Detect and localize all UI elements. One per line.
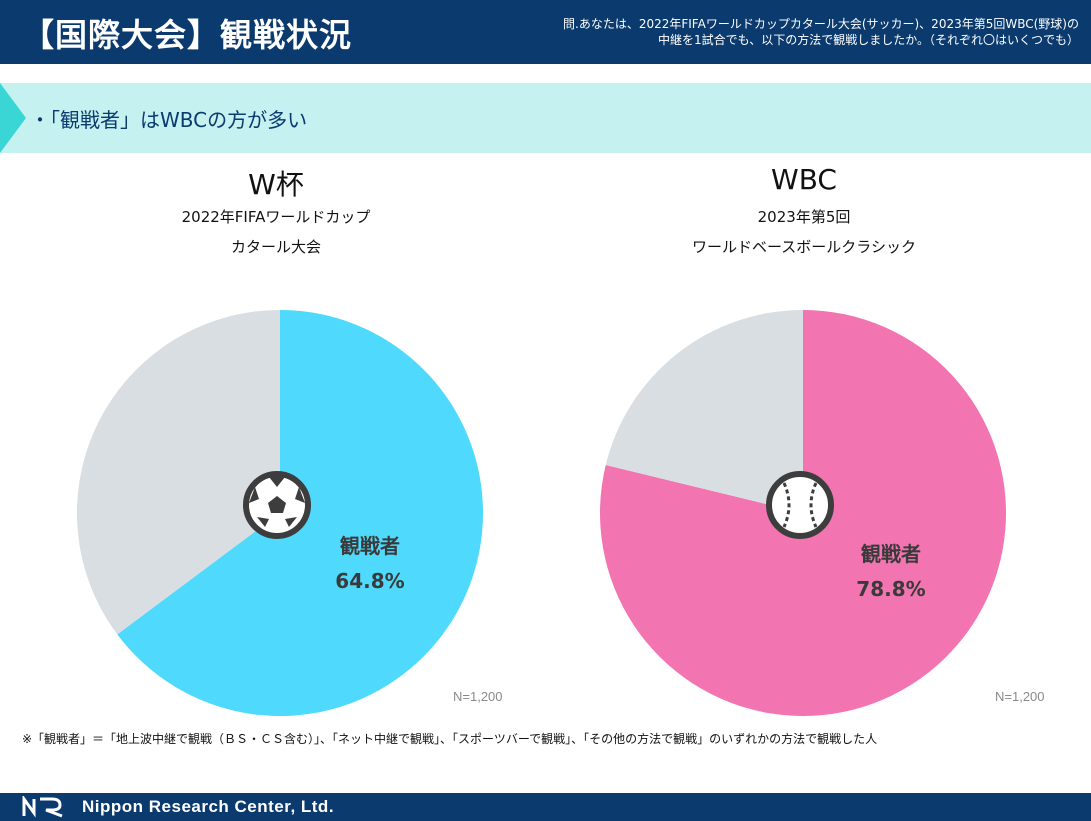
chart-subtitle-wbc-line2: ワールドベースボールクラシック — [692, 238, 916, 256]
chart-title-worldcup: W杯 — [248, 168, 304, 201]
header-bar — [0, 0, 1091, 64]
summary-text: ・「観戦者」はWBCの方が多い — [30, 108, 308, 132]
chart-subtitle-wbc-line1: 2023年第5回 — [757, 208, 851, 226]
summary-band — [0, 83, 1091, 153]
n-label-wbc: N=1,200 — [995, 689, 1045, 704]
survey-question: 問.あなたは、2022年FIFAワールドカップカタール大会(サッカー)、2023… — [563, 17, 1079, 47]
n-label-worldcup: N=1,200 — [453, 689, 503, 704]
data-label-worldcup-value: 64.8% — [335, 569, 405, 593]
data-label-wbc: 観戦者 78.8% — [821, 538, 961, 601]
company-name: Nippon Research Center, Ltd. — [82, 797, 335, 816]
baseball-icon — [766, 471, 834, 539]
pie-chart-wbc — [600, 310, 1006, 716]
chart-subtitle-worldcup-line1: 2022年FIFAワールドカップ — [181, 208, 371, 226]
pie-slice-1-1 — [605, 310, 803, 513]
soccer-ball-icon — [243, 471, 311, 539]
footer-bar — [0, 793, 1091, 821]
chart-title-wbc: WBC — [771, 163, 837, 196]
pie-chart-worldcup — [76, 310, 483, 716]
pie-slice-0-1 — [76, 310, 280, 635]
data-label-wbc-value: 78.8% — [856, 577, 926, 601]
data-label-wbc-text: 観戦者 — [861, 542, 921, 566]
data-label-worldcup: 観戦者 64.8% — [300, 530, 440, 593]
page-title: 【国際大会】観戦状況 — [22, 16, 353, 54]
chart-subtitle-worldcup-line2: カタール大会 — [230, 238, 321, 256]
band-arrow-icon — [0, 83, 26, 153]
data-label-worldcup-text: 観戦者 — [340, 534, 400, 558]
footnote: ※「観戦者」＝「地上波中継で観戦（ＢＳ・ＣＳ含む）」、「ネット中継で観戦」、「ス… — [22, 732, 878, 746]
company-logo-icon — [22, 796, 63, 818]
